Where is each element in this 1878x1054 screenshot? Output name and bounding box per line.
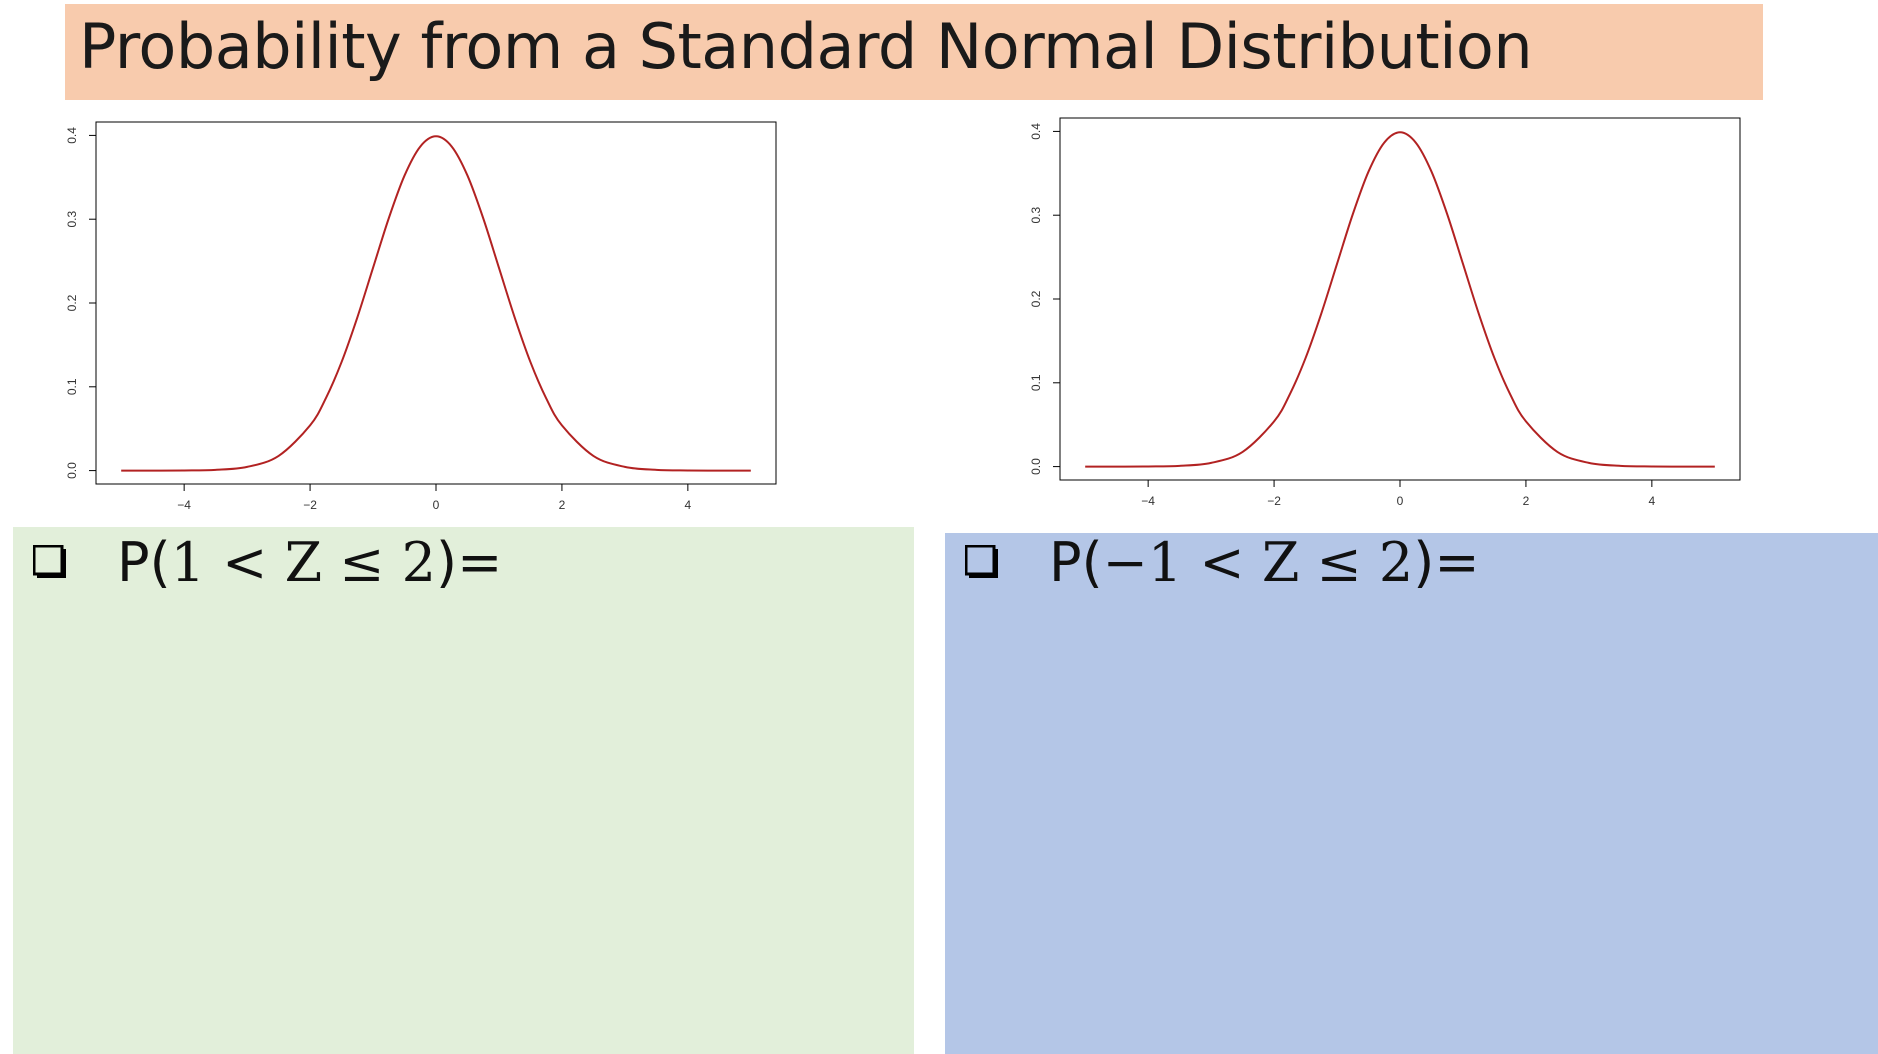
- y-tick-label: 0.1: [65, 378, 79, 395]
- question-expression: −1 < Z ≤ 2: [1102, 531, 1414, 594]
- question-panel-left: P(1 < Z ≤ 2)=: [13, 527, 914, 1054]
- question-text: P(1 < Z ≤ 2)=: [117, 531, 502, 594]
- y-tick-label: 0.2: [1029, 290, 1043, 307]
- title-bar: Probability from a Standard Normal Distr…: [65, 4, 1763, 100]
- x-tick-label: 0: [433, 498, 440, 512]
- checkbox-icon: [965, 545, 998, 578]
- density-curve: [121, 135, 751, 472]
- chart-svg: −4 −2 0 2 4 0.0 0.1 0.2 0.3 0.4: [1029, 117, 1741, 508]
- x-tick-label: 2: [559, 498, 566, 512]
- x-tick-label: −2: [1267, 494, 1281, 508]
- x-tick-label: 4: [685, 498, 692, 512]
- chart-svg: −4 −2 0 2 4 0.0 0.1 0.2 0.3 0.4: [65, 121, 777, 512]
- x-tick-label: 4: [1649, 494, 1656, 508]
- y-tick-label: 0.3: [1029, 207, 1043, 224]
- y-tick-label: 0.0: [1029, 458, 1043, 475]
- y-tick-label: 0.1: [1029, 374, 1043, 391]
- x-tick-label: −2: [303, 498, 317, 512]
- question-prefix: P(: [1049, 531, 1103, 594]
- x-tick-label: −4: [177, 498, 191, 512]
- question-panel-right: P(−1 < Z ≤ 2)=: [945, 531, 1878, 1054]
- question-prefix: P(: [117, 531, 171, 594]
- density-curve: [1085, 131, 1715, 468]
- question-suffix: )=: [436, 531, 503, 594]
- x-tick-label: 2: [1523, 494, 1530, 508]
- normal-density-chart-left: −4 −2 0 2 4 0.0 0.1 0.2 0.3 0.4: [54, 112, 794, 537]
- x-tick-label: 0: [1397, 494, 1404, 508]
- plot-frame: [1059, 117, 1741, 481]
- y-tick-label: 0.4: [1029, 123, 1043, 140]
- y-tick-label: 0.3: [65, 211, 79, 228]
- question-suffix: )=: [1413, 531, 1480, 594]
- x-tick-label: −4: [1141, 494, 1155, 508]
- normal-density-chart-right: −4 −2 0 2 4 0.0 0.1 0.2 0.3 0.4: [1018, 108, 1758, 533]
- y-tick-label: 0.2: [65, 294, 79, 311]
- y-tick-label: 0.4: [65, 127, 79, 144]
- slide-title: Probability from a Standard Normal Distr…: [79, 10, 1533, 83]
- y-tick-label: 0.0: [65, 462, 79, 479]
- checkbox-icon: [33, 545, 66, 578]
- plot-frame: [95, 121, 777, 485]
- question-text: P(−1 < Z ≤ 2)=: [1049, 531, 1480, 594]
- question-expression: 1 < Z ≤ 2: [170, 531, 437, 594]
